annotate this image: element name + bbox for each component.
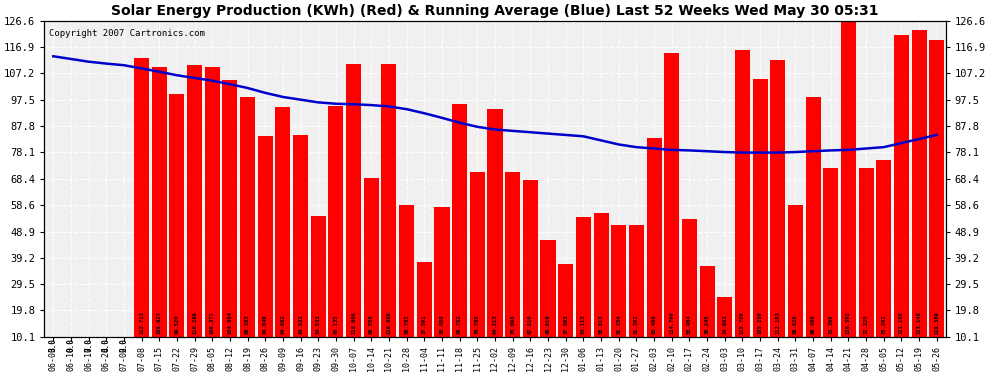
Text: 58.099: 58.099 xyxy=(440,315,445,334)
Bar xyxy=(700,266,715,337)
Bar xyxy=(593,213,609,337)
Text: 123.148: 123.148 xyxy=(917,311,922,334)
Bar xyxy=(541,240,555,337)
Bar xyxy=(523,180,538,337)
Text: 54.533: 54.533 xyxy=(316,315,321,334)
Bar xyxy=(487,109,503,337)
Bar xyxy=(576,217,591,337)
Text: 112.713: 112.713 xyxy=(140,311,145,334)
Bar xyxy=(381,64,397,337)
Text: 99.520: 99.520 xyxy=(174,315,179,334)
Bar xyxy=(417,262,432,337)
Text: 51.254: 51.254 xyxy=(616,315,621,334)
Text: 94.682: 94.682 xyxy=(280,315,285,334)
Text: 95.752: 95.752 xyxy=(457,315,462,334)
Bar xyxy=(858,168,873,337)
Bar xyxy=(169,94,184,337)
Text: 70.705: 70.705 xyxy=(475,315,480,334)
Text: 112.193: 112.193 xyxy=(775,311,780,334)
Text: 98.383: 98.383 xyxy=(246,315,250,334)
Bar xyxy=(841,21,856,337)
Text: 109.371: 109.371 xyxy=(210,311,215,334)
Text: 126.592: 126.592 xyxy=(845,311,850,334)
Bar xyxy=(806,97,821,337)
Text: 0.0: 0.0 xyxy=(102,338,111,352)
Bar xyxy=(346,64,361,337)
Text: 37.591: 37.591 xyxy=(422,315,427,334)
Bar xyxy=(151,67,166,337)
Text: 114.799: 114.799 xyxy=(669,311,674,334)
Bar xyxy=(293,135,308,337)
Bar xyxy=(735,50,749,337)
Bar xyxy=(682,219,697,337)
Text: 115.709: 115.709 xyxy=(740,311,744,334)
Bar xyxy=(912,30,927,337)
Bar xyxy=(187,65,202,337)
Bar xyxy=(894,36,909,337)
Bar xyxy=(399,205,414,337)
Bar xyxy=(752,78,767,337)
Text: 0.0: 0.0 xyxy=(49,338,57,352)
Text: 110.269: 110.269 xyxy=(192,311,197,334)
Bar xyxy=(257,136,273,337)
Text: 36.245: 36.245 xyxy=(705,315,710,334)
Bar xyxy=(223,80,238,337)
Text: 119.389: 119.389 xyxy=(935,311,940,334)
Text: 70.698: 70.698 xyxy=(510,315,515,334)
Text: 75.262: 75.262 xyxy=(881,315,886,334)
Bar xyxy=(664,53,679,337)
Text: 0.0: 0.0 xyxy=(66,338,75,352)
Bar xyxy=(717,297,733,337)
Bar xyxy=(134,58,149,337)
Bar xyxy=(363,178,379,337)
Text: 83.486: 83.486 xyxy=(651,315,656,334)
Text: 53.404: 53.404 xyxy=(687,315,692,334)
Text: 37.093: 37.093 xyxy=(563,315,568,334)
Bar xyxy=(452,104,467,337)
Text: 58.781: 58.781 xyxy=(404,315,409,334)
Text: 110.606: 110.606 xyxy=(351,311,356,334)
Text: 51.392: 51.392 xyxy=(634,315,639,334)
Bar xyxy=(876,160,891,337)
Text: 94.213: 94.213 xyxy=(492,315,498,334)
Title: Solar Energy Production (KWh) (Red) & Running Average (Blue) Last 52 Weeks Wed M: Solar Energy Production (KWh) (Red) & Ru… xyxy=(111,4,879,18)
Bar xyxy=(646,138,661,337)
Bar xyxy=(629,225,644,337)
Bar xyxy=(470,172,485,337)
Text: 45.816: 45.816 xyxy=(545,315,550,334)
Text: 24.863: 24.863 xyxy=(722,315,728,334)
Text: 54.113: 54.113 xyxy=(581,315,586,334)
Text: 0.0: 0.0 xyxy=(84,338,93,352)
Bar xyxy=(311,216,326,337)
Text: Copyright 2007 Cartronics.com: Copyright 2007 Cartronics.com xyxy=(49,28,205,38)
Bar xyxy=(788,205,803,337)
Text: 109.627: 109.627 xyxy=(156,311,161,334)
Text: 121.168: 121.168 xyxy=(899,311,904,334)
Text: 110.606: 110.606 xyxy=(386,311,391,334)
Bar xyxy=(558,264,573,337)
Bar xyxy=(505,172,520,337)
Text: 84.049: 84.049 xyxy=(262,315,268,334)
Bar xyxy=(611,225,627,337)
Text: 58.825: 58.825 xyxy=(793,315,798,334)
Bar xyxy=(770,60,785,337)
Bar xyxy=(329,106,344,337)
Bar xyxy=(930,40,944,337)
Text: 84.533: 84.533 xyxy=(298,315,303,334)
Text: 105.286: 105.286 xyxy=(757,311,762,334)
Bar xyxy=(241,97,255,337)
Bar xyxy=(824,168,839,337)
Text: 95.135: 95.135 xyxy=(334,315,339,334)
Text: 104.664: 104.664 xyxy=(228,311,233,334)
Bar xyxy=(435,207,449,337)
Bar xyxy=(205,68,220,337)
Text: 67.916: 67.916 xyxy=(528,315,533,334)
Bar xyxy=(275,107,290,337)
Text: 55.613: 55.613 xyxy=(599,315,604,334)
Text: 72.325: 72.325 xyxy=(863,315,868,334)
Text: 98.486: 98.486 xyxy=(811,315,816,334)
Text: 72.399: 72.399 xyxy=(829,315,834,334)
Text: 0.0: 0.0 xyxy=(120,338,129,352)
Text: 68.556: 68.556 xyxy=(369,315,374,334)
